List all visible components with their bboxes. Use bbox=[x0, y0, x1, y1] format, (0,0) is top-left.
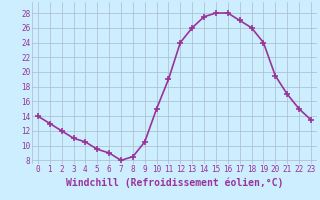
X-axis label: Windchill (Refroidissement éolien,°C): Windchill (Refroidissement éolien,°C) bbox=[66, 177, 283, 188]
